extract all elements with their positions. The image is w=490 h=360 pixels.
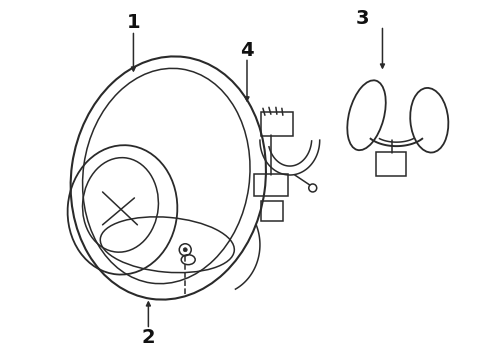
Text: 2: 2 xyxy=(142,328,155,347)
Text: 1: 1 xyxy=(126,13,140,32)
Circle shape xyxy=(183,248,187,252)
Text: 4: 4 xyxy=(240,41,254,60)
Text: 3: 3 xyxy=(356,9,369,28)
